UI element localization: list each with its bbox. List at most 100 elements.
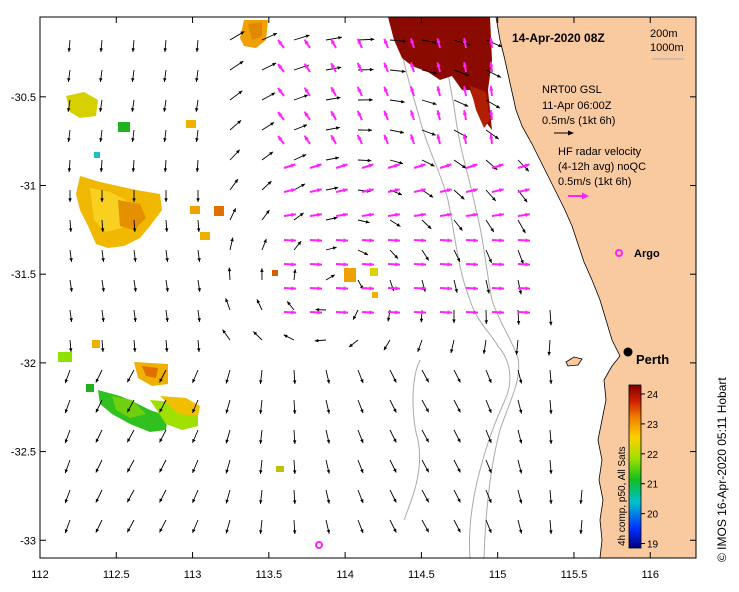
hf-radar-arrow bbox=[309, 310, 323, 315]
gsl-arrow bbox=[549, 309, 553, 326]
gsl-arrow bbox=[325, 96, 341, 101]
gsl-arrow bbox=[67, 129, 71, 142]
hf-radar-arrow bbox=[517, 262, 531, 267]
gsl-arrow bbox=[131, 99, 135, 112]
colorbar-tick-label: 20 bbox=[647, 510, 659, 521]
hf-radar-arrow bbox=[283, 163, 296, 169]
contour-label-200m: 200m bbox=[650, 28, 678, 40]
y-tick-label: -31 bbox=[20, 181, 36, 193]
gsl-arrow bbox=[261, 151, 274, 161]
gsl-arrow bbox=[260, 268, 264, 281]
perth-label: Perth bbox=[636, 352, 669, 367]
gsl-arrow bbox=[229, 208, 237, 221]
x-tick-label: 114 bbox=[336, 569, 354, 581]
hf-radar-arrow bbox=[309, 163, 322, 169]
gsl-arrow bbox=[195, 159, 200, 173]
hf-radar-arrow bbox=[277, 111, 285, 121]
hf-radar-arrow bbox=[361, 188, 374, 193]
gsl-arrow bbox=[389, 99, 405, 104]
gsl-arrow bbox=[197, 249, 201, 262]
colorbar-ticks: 24 23 22 21 20 19 bbox=[641, 390, 659, 551]
hf-radar-arrow bbox=[309, 238, 323, 243]
hf-radar-arrow bbox=[387, 310, 401, 315]
gsl-legend-line1: NRT00 GSL bbox=[542, 84, 602, 96]
contour-label-1000m: 1000m bbox=[650, 42, 684, 54]
gsl-arrow bbox=[261, 92, 276, 101]
gsl-arrow bbox=[100, 219, 105, 232]
gsl-arrow bbox=[101, 309, 105, 322]
gsl-arrow bbox=[485, 459, 492, 474]
hf-legend-line1: HF radar velocity bbox=[558, 146, 642, 158]
colorbar-tick-label: 21 bbox=[647, 480, 659, 491]
gsl-arrow bbox=[196, 219, 201, 232]
gsl-arrow bbox=[133, 279, 137, 292]
gsl-arrow bbox=[485, 489, 492, 504]
gsl-arrow bbox=[197, 309, 201, 322]
gsl-arrow bbox=[126, 489, 135, 503]
gsl-arrow bbox=[421, 99, 437, 106]
gsl-arrow bbox=[126, 429, 135, 443]
gsl-arrow bbox=[261, 180, 272, 191]
hf-radar-arrow bbox=[330, 134, 337, 145]
gsl-arrow bbox=[192, 489, 199, 504]
gsl-arrow bbox=[259, 519, 263, 534]
gsl-arrow bbox=[325, 156, 340, 161]
gsl-arrow bbox=[222, 329, 231, 341]
gsl-arrow bbox=[133, 309, 137, 322]
gsl-arrow bbox=[195, 99, 199, 112]
gsl-arrow bbox=[225, 399, 231, 414]
gsl-arrow bbox=[225, 369, 231, 384]
hf-radar-arrow bbox=[409, 134, 415, 145]
hf-radar-arrow bbox=[335, 188, 348, 193]
gsl-arrow bbox=[69, 279, 73, 292]
gsl-arrow bbox=[126, 459, 135, 473]
hf-radar-arrow bbox=[517, 212, 531, 218]
gsl-arrow bbox=[325, 519, 331, 534]
hf-radar-arrow bbox=[383, 110, 389, 121]
x-tick-label: 114.5 bbox=[408, 569, 435, 581]
gsl-arrow bbox=[192, 399, 199, 414]
hf-radar-arrow bbox=[283, 188, 296, 193]
gsl-arrow bbox=[95, 369, 103, 383]
hf-radar-arrow bbox=[387, 286, 401, 291]
hf-radar-arrow bbox=[277, 39, 285, 49]
y-tick-label: -32 bbox=[20, 358, 36, 370]
gsl-arrow bbox=[549, 459, 553, 474]
hf-radar-arrow bbox=[330, 38, 337, 49]
gsl-arrow bbox=[293, 183, 306, 191]
gsl-arrow bbox=[165, 249, 169, 262]
hf-radar-arrow bbox=[413, 310, 427, 315]
hf-radar-arrow bbox=[462, 61, 468, 73]
hf-radar-arrow bbox=[303, 87, 311, 97]
gsl-arrow bbox=[453, 159, 467, 169]
hf-radar-arrow bbox=[330, 86, 337, 97]
hf-radar-arrow bbox=[335, 262, 349, 267]
gsl-arrow bbox=[196, 189, 200, 203]
hf-radar-arrow bbox=[462, 109, 468, 121]
hf-radar-arrow bbox=[387, 212, 401, 218]
gsl-arrow bbox=[389, 129, 405, 134]
hf-radar-arrow bbox=[335, 163, 348, 169]
gsl-arrow bbox=[485, 69, 502, 78]
x-tick-label: 112 bbox=[31, 569, 49, 581]
hf-radar-arrow bbox=[413, 188, 426, 193]
gsl-arrow bbox=[259, 489, 263, 504]
gsl-arrow bbox=[64, 429, 71, 444]
gsl-arrow bbox=[517, 249, 524, 264]
gsl-arrow bbox=[453, 99, 469, 107]
gsl-arrow bbox=[100, 189, 104, 203]
gsl-arrow bbox=[421, 39, 439, 45]
gsl-arrow bbox=[293, 94, 309, 101]
gsl-arrow bbox=[195, 129, 199, 142]
hf-radar-arrow bbox=[335, 286, 349, 291]
gsl-arrow bbox=[485, 189, 497, 202]
gsl-arrow bbox=[227, 267, 232, 281]
hf-radar-arrow bbox=[491, 262, 505, 267]
hf-radar-arrow bbox=[387, 262, 401, 267]
hf-radar-arrow bbox=[277, 135, 285, 145]
hf-radar-arrow bbox=[413, 286, 427, 291]
gsl-arrow bbox=[547, 339, 551, 356]
gsl-arrow bbox=[549, 369, 553, 384]
gsl-arrow bbox=[164, 219, 169, 232]
gsl-arrow bbox=[95, 399, 103, 413]
